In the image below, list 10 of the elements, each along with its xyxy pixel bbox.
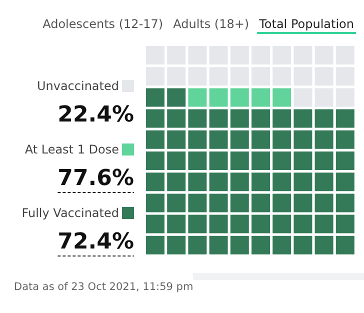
text: Total Population (258, 17, 354, 31)
data-label: 77.6% (58, 166, 134, 191)
category-label: Unvaccinated (36, 79, 119, 93)
category-label: Fully Vaccinated (22, 206, 119, 220)
category-label: At Least 1 Dose (24, 142, 119, 156)
text: Data as of 23 Oct 2021, 11:59 pm (14, 281, 194, 293)
text: Adolescents (12-17) (42, 17, 164, 31)
data-label: 22.4% (58, 102, 134, 128)
text: Adults (18+) (173, 17, 250, 31)
data-label: 72.4% (58, 230, 134, 254)
